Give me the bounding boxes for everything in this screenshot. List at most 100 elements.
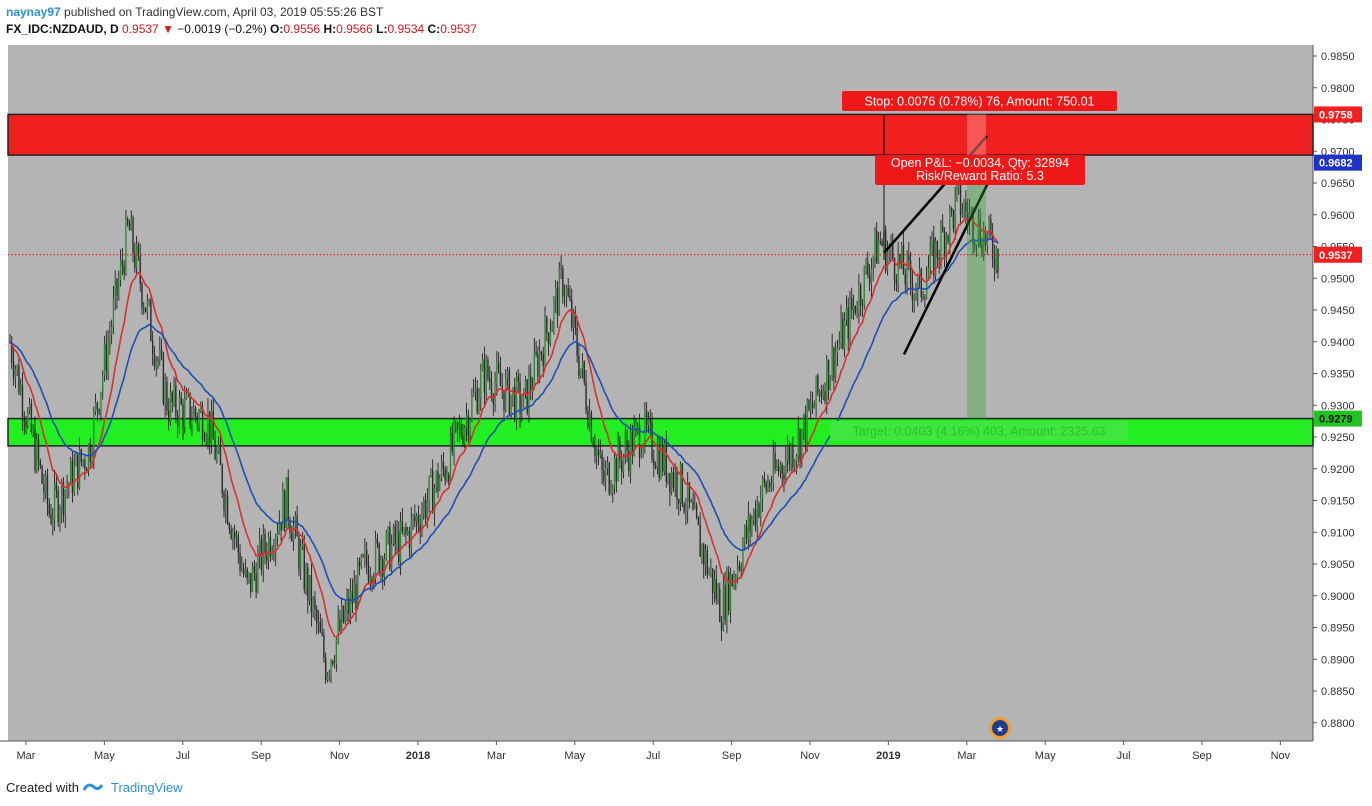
- candle: [378, 542, 380, 576]
- candle: [430, 468, 432, 478]
- candle: [30, 399, 33, 435]
- candle-body: [52, 518, 54, 524]
- time-axis[interactable]: [0, 741, 1313, 766]
- candle: [522, 388, 525, 408]
- tradingview-brand[interactable]: TradingView: [110, 780, 183, 795]
- candle: [266, 542, 268, 569]
- candle-body: [357, 561, 359, 609]
- candle-body: [226, 495, 229, 525]
- candle: [840, 304, 842, 349]
- candle: [845, 295, 848, 326]
- candle-body: [55, 482, 58, 491]
- candle: [549, 318, 552, 347]
- axis-price-label-box: [1314, 106, 1362, 123]
- candle: [751, 515, 753, 537]
- candle: [667, 473, 669, 485]
- candle: [653, 449, 655, 478]
- candle: [533, 337, 536, 390]
- candle-body: [465, 415, 468, 428]
- candle: [335, 637, 338, 672]
- candle-body: [143, 307, 145, 309]
- axis-price-label-box: [1314, 410, 1362, 427]
- x-tick-label: Nov: [330, 750, 350, 762]
- candle: [858, 274, 860, 324]
- candle: [599, 439, 602, 459]
- pnl-label[interactable]: Open P&L: −0.0034, Qty: 32894Risk/Reward…: [875, 155, 1085, 185]
- candle: [704, 544, 707, 576]
- candle-body: [569, 295, 571, 300]
- wedge-lower-line[interactable]: [902, 176, 993, 355]
- candle: [754, 500, 757, 532]
- candle: [28, 397, 31, 415]
- candle-body: [758, 503, 760, 517]
- candle-body: [528, 375, 530, 414]
- candle-body: [123, 265, 125, 274]
- candle: [55, 473, 58, 499]
- candle: [465, 402, 468, 442]
- axis-price-label[interactable]: 0.9279: [1314, 410, 1362, 427]
- candle: [681, 462, 684, 508]
- candle-body: [305, 567, 307, 590]
- candle: [244, 558, 247, 578]
- candle-body: [551, 323, 553, 332]
- event-flag-icon[interactable]: ★: [989, 717, 1011, 739]
- candle: [526, 378, 528, 416]
- candle: [396, 520, 398, 555]
- candle-body: [940, 225, 942, 260]
- candle: [139, 243, 141, 292]
- candle: [203, 431, 206, 442]
- candle: [135, 235, 138, 274]
- candle: [451, 422, 453, 456]
- candle: [41, 464, 43, 485]
- candle-body: [392, 526, 395, 544]
- candle: [316, 604, 318, 635]
- candle-body: [562, 268, 564, 297]
- axis-price-label[interactable]: 0.9537: [1314, 246, 1362, 263]
- candle: [105, 330, 108, 380]
- candle-body: [544, 317, 546, 366]
- candle-body: [485, 359, 487, 393]
- candle-body: [572, 311, 575, 328]
- author-name[interactable]: naynay97: [6, 5, 61, 19]
- candle-body: [843, 320, 846, 349]
- candle-body: [920, 268, 923, 297]
- candle-body: [656, 447, 659, 469]
- target-label-text: Target: 0.0403 (4.16%) 403, Amount: 2325…: [853, 425, 1106, 439]
- candle-body: [810, 402, 812, 410]
- candle-body: [264, 533, 266, 554]
- candle: [61, 478, 63, 524]
- candle-body: [984, 230, 987, 246]
- candle: [647, 411, 650, 433]
- plot-area[interactable]: [8, 45, 1313, 741]
- candle: [483, 346, 486, 405]
- candle-body: [690, 501, 692, 503]
- candle: [497, 352, 500, 374]
- candle-body: [21, 385, 24, 418]
- candle-body: [909, 260, 912, 283]
- candle: [645, 402, 648, 434]
- candle: [604, 460, 607, 492]
- candle: [897, 241, 899, 293]
- candle: [487, 356, 489, 382]
- candle: [23, 411, 25, 436]
- candle-body: [933, 238, 935, 276]
- candle-body: [874, 230, 876, 258]
- candle: [339, 609, 341, 633]
- axis-price-label[interactable]: 0.9758: [1314, 106, 1362, 123]
- candle-body: [900, 245, 903, 264]
- candle-body: [396, 531, 398, 545]
- candle: [148, 298, 150, 307]
- candle: [820, 384, 823, 405]
- candle: [729, 567, 732, 624]
- candle-body: [144, 307, 147, 312]
- x-tick-label: Mar: [487, 750, 506, 762]
- target-label[interactable]: Target: 0.0403 (4.16%) 403, Amount: 2325…: [830, 421, 1128, 441]
- candle-body: [18, 365, 20, 394]
- candle-body: [364, 549, 366, 557]
- candle-body: [859, 285, 862, 306]
- axis-price-label[interactable]: 0.9682: [1314, 154, 1362, 171]
- candle-body: [672, 472, 675, 488]
- stop-label[interactable]: Stop: 0.0076 (0.78%) 76, Amount: 750.01: [842, 91, 1117, 111]
- candle: [615, 456, 618, 493]
